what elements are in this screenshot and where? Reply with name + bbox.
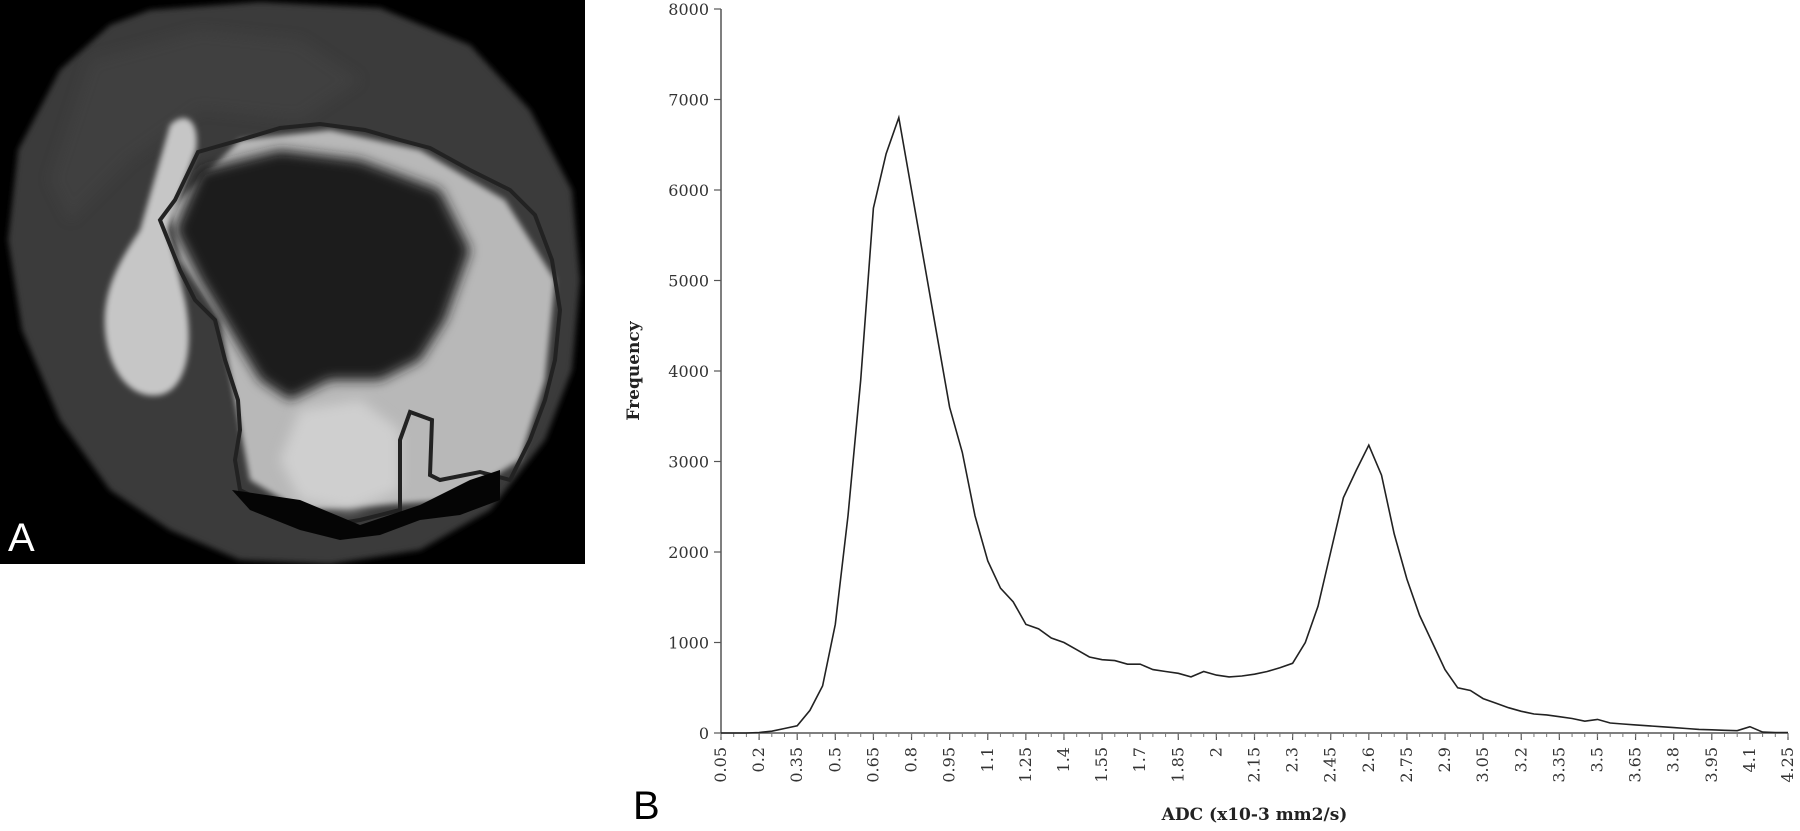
x-tick-label: 1.55: [1092, 747, 1111, 783]
x-tick-label: 3.2: [1511, 747, 1530, 772]
lesion-dark-center: [175, 150, 470, 400]
x-tick-label: 2.3: [1283, 747, 1302, 772]
x-tick-label: 2.6: [1359, 747, 1378, 772]
y-tick-label: 4000: [668, 362, 709, 381]
x-tick-label: 0.2: [749, 747, 768, 772]
lesion-bright-lower: [280, 400, 400, 510]
x-tick-label: 4.1: [1740, 747, 1759, 772]
x-tick-label: 1.85: [1168, 747, 1187, 783]
mri-image-panel: A: [0, 0, 585, 564]
x-axis-title: ADC (x10-3 mm2/s): [1161, 805, 1348, 825]
y-tick-label: 3000: [668, 453, 709, 472]
x-tick-label: 3.95: [1702, 747, 1721, 783]
panel-label-b: B: [633, 784, 660, 828]
y-tick-label: 5000: [668, 272, 709, 291]
x-tick-label: 1.4: [1054, 747, 1073, 772]
x-tick-label: 2: [1206, 747, 1225, 757]
x-tick-label: 3.8: [1664, 747, 1683, 772]
x-tick-label: 3.05: [1473, 747, 1492, 783]
roi-outline: [157, 121, 563, 528]
y-tick-label: 2000: [668, 543, 709, 562]
x-tick-label: 4.25: [1778, 747, 1797, 783]
y-tick-label: 7000: [668, 91, 709, 110]
series-line: [721, 114, 1788, 734]
y-tick-label: 1000: [668, 634, 709, 653]
x-tick-label: 1.7: [1130, 747, 1149, 772]
x-tick-label: 3.5: [1587, 747, 1606, 772]
y-tick-label: 8000: [668, 0, 709, 19]
x-tick-label: 0.5: [825, 747, 844, 772]
x-tick-label: 2.15: [1245, 747, 1264, 783]
y-tick-label: 0: [699, 724, 709, 743]
y-axis-ticks: 0 1000 2000 3000 4000 5000 6000 7000 8000: [668, 0, 721, 743]
x-tick-label: 0.65: [863, 747, 882, 783]
mri-adc-map-image: [0, 0, 585, 564]
dark-air-region: [232, 470, 500, 540]
x-tick-label: 0.05: [711, 747, 730, 783]
x-tick-label: 2.45: [1321, 747, 1340, 783]
x-tick-label: 0.8: [902, 747, 921, 772]
bright-vessel: [104, 118, 197, 396]
x-tick-label: 2.9: [1435, 747, 1454, 772]
y-tick-label: 6000: [668, 181, 709, 200]
x-axis-ticks: 0.05 0.2 0.35 0.5 0.65 0.8 0.95 1.1 1.25 1.4 1.55 1…: [711, 733, 1797, 783]
tissue-texture: [50, 30, 360, 220]
x-tick-label: 3.65: [1626, 747, 1645, 783]
x-tick-label: 2.75: [1397, 747, 1416, 783]
x-tick-label: 0.95: [940, 747, 959, 783]
x-tick-label: 1.25: [1016, 747, 1035, 783]
y-axis-title: Frequency: [624, 320, 644, 420]
x-tick-label: 0.35: [787, 747, 806, 783]
x-tick-label: 3.35: [1549, 747, 1568, 783]
panel-label-a: A: [8, 516, 35, 560]
chart-axes: [720, 9, 1788, 734]
x-tick-label: 1.1: [978, 747, 997, 772]
